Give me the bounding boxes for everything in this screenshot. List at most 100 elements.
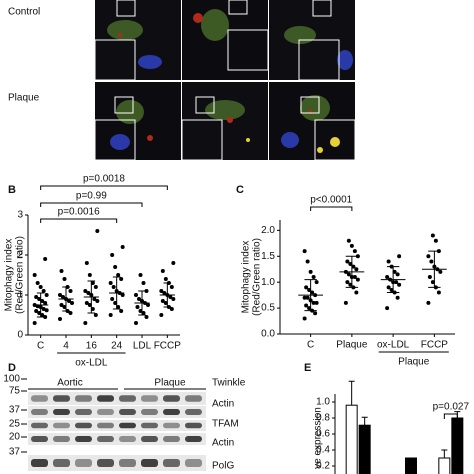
data-point	[345, 280, 350, 285]
data-point	[171, 261, 176, 265]
panel-label: E	[304, 362, 311, 374]
data-point	[426, 300, 431, 305]
error-bar	[428, 250, 441, 288]
data-point	[352, 249, 357, 254]
data-point	[58, 317, 62, 321]
blot-band	[75, 422, 92, 429]
y-axis-label: Mitophagy index	[241, 241, 252, 314]
group-label: Aortic	[57, 378, 83, 389]
y-tick-label: 1.0	[261, 277, 275, 288]
data-point	[134, 321, 138, 325]
data-point	[41, 289, 46, 293]
blot-strip	[28, 455, 206, 471]
error-bar	[348, 380, 355, 406]
blot-band	[97, 395, 114, 402]
blot-band	[75, 436, 92, 442]
data-point	[386, 259, 391, 264]
data-point	[95, 229, 100, 233]
error-bar	[36, 292, 45, 318]
blot-band	[119, 459, 136, 467]
blot-band	[31, 436, 48, 442]
marker-label: 37	[9, 405, 21, 416]
merge-signal	[246, 137, 340, 153]
data-point	[436, 290, 441, 295]
blot-band	[53, 409, 70, 415]
error-bar	[345, 255, 359, 288]
data-point	[438, 269, 443, 274]
marker-label: 100	[3, 374, 20, 385]
data-point	[43, 315, 48, 319]
data-point	[349, 243, 354, 248]
error-bar	[163, 282, 172, 308]
data-point	[314, 300, 319, 305]
error-bar	[441, 449, 448, 458]
data-point	[395, 295, 400, 300]
data-point	[314, 280, 319, 285]
data-point	[116, 273, 121, 277]
data-point	[95, 299, 100, 303]
y-tick-label: 0.0	[261, 329, 275, 340]
data-point	[162, 291, 167, 295]
blot-band	[119, 436, 136, 442]
blot-band	[141, 422, 158, 429]
panel-label: C	[236, 184, 244, 196]
blot-band	[185, 422, 202, 429]
blot-band	[97, 459, 114, 467]
marker-label: 20	[9, 432, 21, 443]
blot-strip	[28, 406, 206, 418]
error-bar	[138, 290, 146, 316]
bar	[358, 424, 371, 474]
data-point	[144, 315, 149, 319]
significance-bracket	[40, 185, 168, 190]
data-point	[83, 321, 88, 325]
blot-strip	[28, 433, 206, 445]
data-point	[311, 275, 316, 279]
data-point	[144, 289, 149, 293]
data-point	[385, 275, 390, 279]
data-point	[86, 291, 91, 295]
data-point	[346, 272, 351, 277]
data-point	[159, 289, 164, 293]
x-tick-label: C	[307, 340, 314, 351]
panel-label: B	[8, 184, 16, 196]
bar	[405, 457, 417, 474]
data-point	[138, 273, 143, 277]
data-point	[34, 295, 39, 299]
blot-band	[185, 436, 202, 442]
data-point	[67, 299, 71, 303]
blot-band	[53, 395, 70, 402]
blot-band	[141, 395, 158, 402]
data-point	[32, 273, 37, 277]
data-point	[111, 285, 116, 289]
significance-bracket	[310, 206, 353, 211]
data-point	[397, 254, 402, 259]
data-point	[61, 295, 65, 299]
data-point	[59, 303, 64, 307]
x-tick-label: Plaque	[336, 340, 368, 351]
data-point	[385, 306, 390, 311]
panel-label: D	[8, 362, 16, 374]
data-point	[433, 238, 438, 243]
p-value: p<0.0001	[310, 195, 352, 206]
blot-band	[141, 409, 158, 415]
y-tick-label: 0.6	[316, 429, 330, 440]
data-point	[302, 295, 307, 300]
data-point	[87, 273, 92, 277]
y-tick-label: 2	[17, 250, 23, 261]
p-value: p=0.0018	[83, 174, 125, 185]
data-point	[93, 285, 98, 289]
data-point	[68, 311, 73, 315]
data-point	[397, 282, 402, 287]
y-axis-label: (Red/Green ratio)	[15, 236, 26, 314]
blot-band	[163, 409, 180, 415]
significance-bracket	[443, 413, 458, 419]
data-point	[134, 293, 138, 297]
bar	[345, 404, 358, 474]
x-tick-label: 4	[63, 341, 69, 352]
blot-band	[75, 395, 92, 402]
bar	[438, 457, 451, 474]
blot-band	[31, 395, 48, 402]
data-point	[160, 299, 165, 303]
blot-band	[163, 422, 180, 429]
